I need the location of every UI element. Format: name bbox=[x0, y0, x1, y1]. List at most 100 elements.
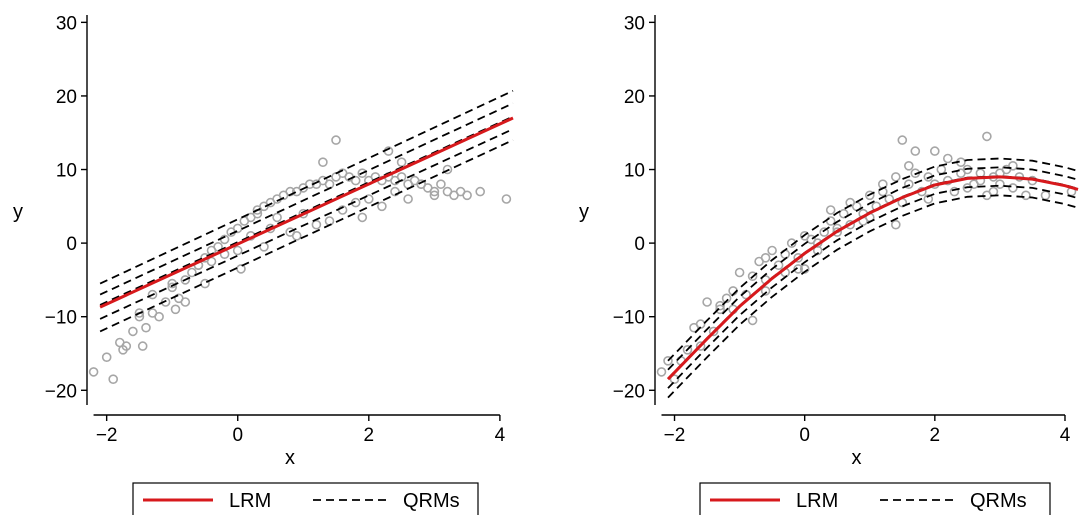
data-point bbox=[982, 131, 992, 142]
data-point bbox=[187, 267, 197, 278]
y-tick-label: −20 bbox=[45, 381, 77, 402]
data-point bbox=[747, 315, 758, 326]
data-point bbox=[786, 238, 797, 248]
data-point bbox=[910, 146, 921, 156]
data-point bbox=[715, 304, 725, 315]
x-tick-label: 2 bbox=[364, 425, 375, 446]
x-tick-label: −2 bbox=[664, 425, 686, 446]
data-point bbox=[350, 175, 361, 186]
x-tick-label: −2 bbox=[96, 425, 118, 446]
legend: LRM QRMs bbox=[699, 482, 1051, 518]
data-point bbox=[121, 341, 132, 351]
data-point bbox=[429, 190, 440, 201]
x-tick-label: 0 bbox=[799, 425, 810, 446]
data-point bbox=[995, 179, 1005, 189]
data-point bbox=[442, 164, 453, 175]
data-point bbox=[134, 308, 145, 318]
data-point bbox=[170, 304, 181, 315]
data-point bbox=[695, 341, 706, 351]
y-tick-label: 10 bbox=[56, 161, 77, 182]
data-point bbox=[767, 245, 777, 256]
y-tick-label: 20 bbox=[624, 87, 645, 108]
data-point bbox=[715, 300, 725, 311]
data-point bbox=[656, 367, 667, 377]
data-point bbox=[167, 282, 177, 293]
lrm-line bbox=[666, 175, 1079, 381]
y-tick-label: −10 bbox=[613, 308, 645, 329]
data-point bbox=[324, 216, 335, 226]
data-point bbox=[949, 186, 960, 197]
data-point bbox=[903, 179, 914, 189]
data-point bbox=[180, 297, 191, 307]
data-point bbox=[311, 219, 322, 230]
data-point bbox=[936, 164, 947, 175]
data-point bbox=[291, 231, 302, 241]
x-tick-label: 4 bbox=[1060, 425, 1071, 446]
legend-label-lrm: LRM bbox=[796, 490, 838, 512]
data-point bbox=[180, 275, 191, 285]
data-point bbox=[747, 271, 758, 282]
qrm-line bbox=[667, 166, 1079, 371]
y-tick-label: 30 bbox=[56, 13, 77, 34]
qrm-line bbox=[667, 157, 1079, 362]
data-point bbox=[812, 245, 823, 256]
y-tick-label: 20 bbox=[56, 87, 77, 108]
data-point bbox=[838, 208, 849, 219]
data-point bbox=[890, 219, 901, 230]
data-point bbox=[793, 264, 804, 274]
data-point bbox=[154, 311, 164, 322]
x-tick-label: 0 bbox=[232, 425, 243, 446]
y-tick-label: 30 bbox=[624, 13, 645, 34]
data-point bbox=[236, 264, 246, 274]
data-point bbox=[682, 344, 693, 355]
lrm-line bbox=[99, 116, 514, 309]
qrm-line bbox=[99, 139, 514, 333]
data-point bbox=[702, 297, 712, 307]
data-point bbox=[390, 186, 400, 197]
data-point bbox=[324, 179, 335, 189]
data-point bbox=[101, 352, 112, 363]
data-point bbox=[403, 194, 413, 204]
data-point bbox=[721, 293, 732, 304]
fit-lines bbox=[99, 89, 514, 333]
data-point bbox=[501, 194, 512, 204]
data-point bbox=[942, 153, 953, 164]
qrm-line bbox=[667, 194, 1079, 399]
y-tick-label: −20 bbox=[613, 381, 645, 402]
x-axis-label: x bbox=[285, 447, 295, 469]
data-point bbox=[318, 157, 328, 167]
fit-lines bbox=[666, 157, 1079, 399]
data-point bbox=[272, 212, 282, 223]
data-point bbox=[252, 205, 263, 215]
x-tick-label: 4 bbox=[495, 425, 506, 446]
data-point bbox=[923, 194, 934, 204]
data-point bbox=[897, 135, 908, 145]
data-point bbox=[663, 355, 673, 366]
y-axis-label: y bbox=[13, 201, 23, 223]
data-point bbox=[819, 227, 830, 237]
x-axis-label: x bbox=[852, 447, 862, 469]
legend-label-qrm: QRMs bbox=[970, 490, 1027, 512]
legend-label-qrm: QRMs bbox=[403, 490, 460, 512]
data-point bbox=[147, 289, 158, 300]
data-point bbox=[232, 245, 243, 256]
y-tick-label: −10 bbox=[45, 308, 77, 329]
qrm-line bbox=[99, 102, 514, 296]
data-point bbox=[773, 260, 784, 271]
data-point bbox=[1040, 190, 1051, 201]
data-point bbox=[416, 179, 427, 189]
data-point bbox=[396, 157, 407, 167]
x-tick-label: 2 bbox=[930, 425, 941, 446]
data-point bbox=[213, 242, 223, 252]
data-point bbox=[377, 201, 387, 212]
y-tick-label: 10 bbox=[624, 161, 645, 182]
legend: LRM QRMs bbox=[132, 482, 479, 518]
data-point bbox=[669, 374, 680, 385]
scatter-points bbox=[88, 135, 512, 385]
data-point bbox=[929, 146, 940, 156]
data-point bbox=[760, 286, 771, 296]
